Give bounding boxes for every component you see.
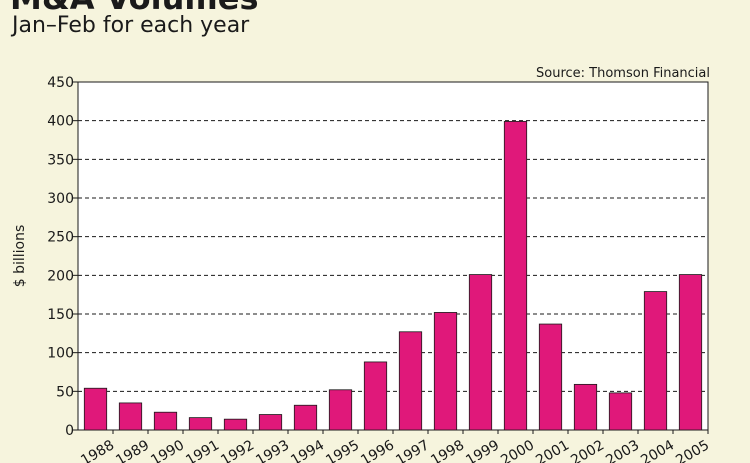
y-tick-label: 350 <box>47 152 74 168</box>
x-tick-label: 1996 <box>358 437 397 463</box>
x-tick-label: 1991 <box>183 437 222 463</box>
x-tick-label: 1997 <box>393 437 432 463</box>
bar-2004 <box>643 291 668 431</box>
bar-1992 <box>223 418 248 431</box>
x-axis: 1988198919901991199219931994199519961997… <box>78 430 712 463</box>
y-tick-label: 100 <box>47 346 74 362</box>
bar-2000 <box>503 121 528 431</box>
x-tick-label: 2002 <box>568 437 607 463</box>
x-tick-label: 1994 <box>288 437 327 463</box>
bars <box>83 121 703 431</box>
bar-1994 <box>293 404 318 431</box>
chart-subtitle: Jan–Feb for each year <box>12 13 250 38</box>
y-tick-label: 200 <box>47 268 74 284</box>
x-tick-label: 1993 <box>253 437 292 463</box>
bar-1999 <box>468 274 493 431</box>
y-tick-label: 450 <box>47 75 74 91</box>
bar-1997 <box>398 331 423 431</box>
x-tick-label: 1988 <box>78 437 117 463</box>
bar-1995 <box>328 389 353 431</box>
y-tick-label: 250 <box>47 230 74 246</box>
bar-1989 <box>118 402 143 431</box>
x-tick-label: 1999 <box>463 437 502 463</box>
bar-1988 <box>83 387 108 431</box>
bar-1996 <box>363 361 388 431</box>
y-tick-label: 300 <box>47 191 74 207</box>
y-tick-label: 150 <box>47 307 74 323</box>
bar-2001 <box>538 323 563 431</box>
x-tick-label: 2000 <box>498 437 537 463</box>
bar-1990 <box>153 411 178 431</box>
bar-1998 <box>433 312 458 431</box>
y-tick-label: 400 <box>47 114 74 130</box>
x-tick-label: 1992 <box>218 437 257 463</box>
plot-frame <box>77 81 709 431</box>
source-note: Source: Thomson Financial <box>536 66 710 81</box>
x-tick-label: 2001 <box>533 437 572 463</box>
bar-1993 <box>258 414 283 431</box>
x-tick-label: 2003 <box>603 437 642 463</box>
y-axis-label: $ billions <box>12 225 28 288</box>
bar-2003 <box>608 392 633 431</box>
x-tick-label: 1990 <box>148 437 187 463</box>
y-tick-label: 0 <box>65 423 74 439</box>
x-tick-label: 1998 <box>428 437 467 463</box>
bar-1991 <box>188 417 213 431</box>
chart-title: M&A Volumes <box>10 0 259 17</box>
x-tick-label: 1995 <box>323 437 362 463</box>
bar-2002 <box>573 383 598 431</box>
bar-2005 <box>678 274 703 431</box>
grid-lines <box>78 120 708 392</box>
y-tick-label: 50 <box>56 384 74 400</box>
x-tick-label: 2005 <box>673 437 712 463</box>
y-axis: 0 50 100 150 200 250 300 350 400 450 <box>47 75 78 439</box>
x-tick-label: 2004 <box>638 437 677 463</box>
x-tick-label: 1989 <box>113 437 152 463</box>
